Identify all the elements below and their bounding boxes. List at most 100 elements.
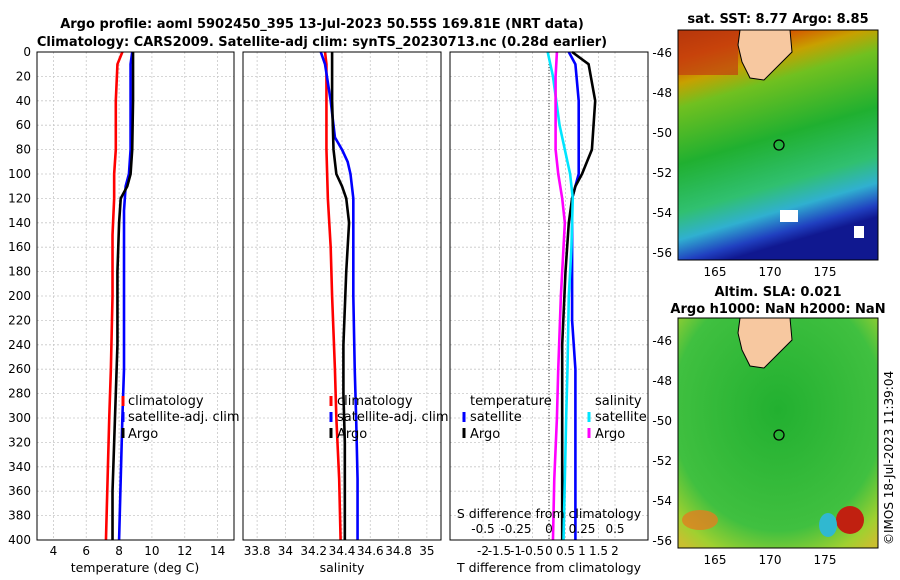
- latitude-label: -50: [652, 414, 672, 428]
- imos-watermark: ©IMOS 18-Jul-2023 11:39:04: [882, 371, 896, 545]
- longitude-label: 165: [704, 265, 727, 279]
- temperature-legend-argo: Argo: [128, 427, 158, 442]
- x-tick-label: 34.6: [357, 544, 384, 558]
- latitude-label: -52: [652, 454, 672, 468]
- latitude-label: -48: [652, 374, 672, 388]
- sla-map: Altim. SLA: 0.021 Argo h1000: NaN h2000:…: [652, 285, 885, 567]
- depth-tick-label: 240: [8, 338, 31, 352]
- longitude-label: 175: [814, 553, 837, 567]
- depth-tick-labels: 0 20 40 60 80 100 120 140 160 180 200 220 240 260 280 3…: [8, 45, 31, 547]
- depth-tick-label: 380: [8, 509, 31, 523]
- temperature-grid: [37, 51, 234, 541]
- sst-longitude-labels: 165 170 175: [704, 265, 837, 279]
- salinity-difference-axis-label: S difference from climatology: [457, 506, 642, 521]
- temperature-panel: 0 20 40 60 80 100 120 140 160 180 200 220 240 260 280 3…: [8, 45, 240, 575]
- latitude-label: -50: [652, 126, 672, 140]
- sla-high-anomaly: [836, 506, 864, 534]
- latitude-label: -56: [652, 246, 672, 260]
- x-tick-label: 35: [419, 544, 434, 558]
- x-tick-label: 12: [177, 544, 192, 558]
- difference-xlabel: T difference from climatology: [456, 560, 642, 575]
- x-tick-label: -0.5: [521, 544, 544, 558]
- depth-tick-label: 400: [8, 533, 31, 547]
- x-tick-label: 8: [115, 544, 123, 558]
- latitude-label: -56: [652, 534, 672, 548]
- depth-tick-label: 280: [8, 387, 31, 401]
- s-diff-tick-label: -0.5: [471, 522, 494, 536]
- depth-tick-label: 100: [8, 167, 31, 181]
- sst-missing-data: [780, 210, 798, 222]
- series-line-s-argo: [551, 51, 567, 541]
- sla-land: [737, 317, 793, 369]
- sla-longitude-labels: 165 170 175: [704, 553, 837, 567]
- x-tick-label: -1: [510, 544, 522, 558]
- x-tick-label: 33.8: [244, 544, 271, 558]
- sla-low-anomaly: [819, 513, 837, 537]
- difference-series: [546, 50, 597, 541]
- salinity-legend-satellite: satellite-adj. clim: [337, 410, 449, 425]
- figure-title-line1: Argo profile: aoml 5902450_395 13-Jul-20…: [60, 17, 584, 32]
- depth-tick-label: 20: [16, 69, 31, 83]
- series-line-argo: [330, 52, 351, 540]
- sla-warm-anomaly: [682, 510, 718, 530]
- latitude-label: -46: [652, 334, 672, 348]
- sst-map-title: sat. SST: 8.77 Argo: 8.85: [687, 12, 868, 27]
- temperature-legend: climatology satellite-adj. clim Argo: [121, 394, 240, 442]
- temperature-axes-box: [36, 51, 235, 541]
- legend-temperature-title: temperature: [470, 394, 552, 409]
- temperature-legend-climatology: climatology: [128, 394, 204, 409]
- depth-tick-label: 160: [8, 240, 31, 254]
- depth-tick-label: 60: [16, 118, 31, 132]
- temperature-tick-labels: 4 6 8 10 12 14: [50, 544, 226, 558]
- longitude-label: 170: [759, 265, 782, 279]
- salinity-panel: 33.8 34 34.2 34.4 34.6 34.8 35 salinity climat…: [242, 51, 449, 575]
- temperature-legend-satellite: satellite-adj. clim: [128, 410, 240, 425]
- salinity-xlabel: salinity: [320, 560, 365, 575]
- sst-missing-data-2: [854, 226, 864, 238]
- x-tick-label: 10: [144, 544, 159, 558]
- depth-tick-label: 180: [8, 265, 31, 279]
- depth-tick-label: 360: [8, 484, 31, 498]
- x-tick-label: 34.4: [329, 544, 356, 558]
- sla-latitude-labels: -46 -48 -50 -52 -54 -56: [652, 334, 672, 548]
- series-line-argo: [111, 52, 135, 540]
- latitude-label: -46: [652, 46, 672, 60]
- depth-tick-label: 80: [16, 143, 31, 157]
- x-tick-label: 6: [82, 544, 90, 558]
- sst-warm-patch: [678, 30, 738, 75]
- sla-map-title-line1: Altim. SLA: 0.021: [715, 285, 842, 300]
- series-line-climatology: [104, 51, 124, 541]
- x-tick-label: 1: [578, 544, 586, 558]
- salinity-axes-box: [242, 51, 442, 541]
- sst-argo-location-marker: [773, 139, 785, 151]
- depth-tick-label: 220: [8, 313, 31, 327]
- sst-latitude-labels: -46 -48 -50 -52 -54 -56: [652, 46, 672, 260]
- series-line-climatology: [323, 51, 342, 541]
- x-tick-label: 34.8: [385, 544, 412, 558]
- depth-tick-label: 140: [8, 216, 31, 230]
- legend-t-satellite: satellite: [470, 410, 522, 425]
- x-tick-label: 0.5: [556, 544, 575, 558]
- depth-tick-label: 340: [8, 460, 31, 474]
- depth-tick-label: 0: [23, 45, 31, 59]
- salinity-legend: climatology satellite-adj. clim Argo: [329, 394, 449, 442]
- sla-map-title-line2: Argo h1000: NaN h2000: NaN: [670, 302, 885, 317]
- salinity-legend-argo: Argo: [337, 427, 367, 442]
- depth-tick-label: 120: [8, 191, 31, 205]
- s-diff-tick-label: 0.5: [605, 522, 624, 536]
- legend-salinity-title: salinity: [595, 394, 642, 409]
- x-tick-label: 34.2: [300, 544, 327, 558]
- s-diff-tick-label: -0.25: [500, 522, 531, 536]
- latitude-label: -52: [652, 166, 672, 180]
- series-line-s-satellite: [546, 51, 575, 541]
- latitude-label: -54: [652, 494, 672, 508]
- difference-axes-box: [449, 51, 649, 541]
- salinity-series: [319, 51, 359, 541]
- depth-tick-label: 300: [8, 411, 31, 425]
- legend-s-argo: Argo: [595, 427, 625, 442]
- legend-t-argo: Argo: [470, 427, 500, 442]
- x-tick-label: 1.5: [589, 544, 608, 558]
- s-diff-tick-label: 0.25: [569, 522, 596, 536]
- salinity-grid: [243, 51, 441, 541]
- depth-tick-label: 200: [8, 289, 31, 303]
